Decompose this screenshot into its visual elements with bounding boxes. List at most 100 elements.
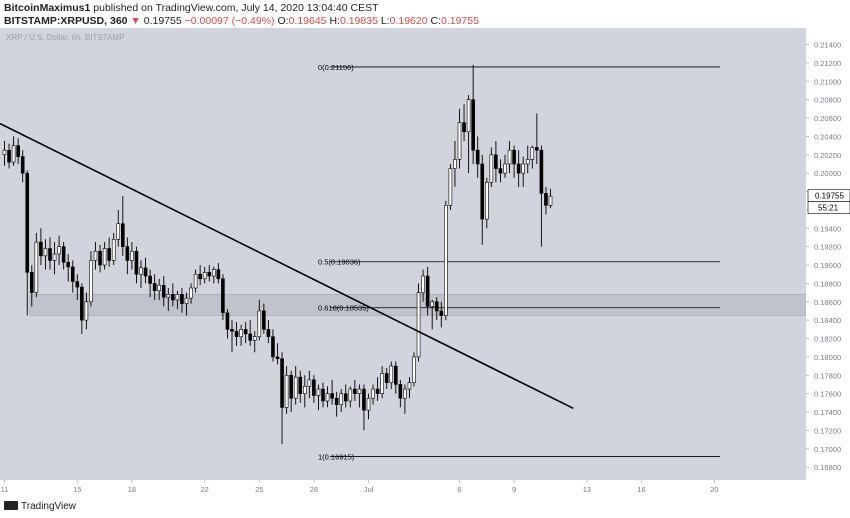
candle-body[interactable] bbox=[457, 122, 462, 160]
candle-body[interactable] bbox=[161, 284, 166, 298]
candle-body[interactable] bbox=[343, 393, 348, 402]
candle-body[interactable] bbox=[166, 294, 171, 298]
candle-body[interactable] bbox=[302, 385, 307, 394]
candle-body[interactable] bbox=[380, 373, 384, 394]
candle-body[interactable] bbox=[280, 358, 284, 408]
candle-body[interactable] bbox=[312, 379, 316, 396]
candle-body[interactable] bbox=[20, 156, 25, 174]
candle-body[interactable] bbox=[216, 269, 221, 280]
candle-body[interactable] bbox=[143, 267, 148, 277]
candle-body[interactable] bbox=[334, 397, 339, 405]
candle-body[interactable] bbox=[198, 273, 202, 280]
candle-body[interactable] bbox=[75, 281, 80, 288]
candle-body[interactable] bbox=[389, 365, 394, 383]
candle-body[interactable] bbox=[516, 163, 521, 174]
candle-body[interactable] bbox=[498, 168, 503, 174]
candle-body[interactable] bbox=[230, 329, 234, 332]
candle-body[interactable] bbox=[366, 397, 371, 411]
candle-body[interactable] bbox=[193, 273, 198, 289]
candle-body[interactable] bbox=[325, 393, 330, 402]
candle-body[interactable] bbox=[221, 278, 225, 314]
candle-body[interactable] bbox=[484, 182, 489, 220]
candle-body[interactable] bbox=[248, 333, 252, 341]
candle-body[interactable] bbox=[102, 248, 107, 266]
candle-body[interactable] bbox=[148, 275, 152, 284]
candle-body[interactable] bbox=[275, 356, 280, 360]
candle-body[interactable] bbox=[384, 373, 389, 383]
chart-plot-area[interactable]: 0(0.21156) 0.5(0.19036) 0.618(0.18535) 1(0.… bbox=[0, 28, 806, 480]
candle-body[interactable] bbox=[157, 284, 161, 292]
candle-body[interactable] bbox=[339, 393, 344, 405]
candle-body[interactable] bbox=[375, 388, 380, 394]
candle-body[interactable] bbox=[111, 239, 116, 261]
candle-body[interactable] bbox=[202, 272, 207, 280]
candle-body[interactable] bbox=[52, 253, 57, 261]
candle-body[interactable] bbox=[130, 250, 134, 261]
candle-body[interactable] bbox=[80, 286, 84, 321]
candle-body[interactable] bbox=[353, 388, 357, 394]
candle-body[interactable] bbox=[393, 365, 398, 385]
candle-body[interactable] bbox=[330, 393, 334, 399]
candle-body[interactable] bbox=[121, 223, 125, 247]
candle-body[interactable] bbox=[494, 154, 498, 169]
candle-body[interactable] bbox=[189, 287, 193, 299]
candle-body[interactable] bbox=[412, 356, 416, 383]
candle-body[interactable] bbox=[321, 388, 325, 402]
candle-body[interactable] bbox=[139, 267, 143, 275]
candle-body[interactable] bbox=[289, 374, 293, 399]
candle-body[interactable] bbox=[207, 272, 212, 277]
candle-body[interactable] bbox=[480, 163, 485, 220]
candle-body[interactable] bbox=[48, 248, 52, 261]
candle-body[interactable] bbox=[403, 388, 407, 399]
candle-body[interactable] bbox=[425, 275, 430, 307]
candle-body[interactable] bbox=[512, 149, 516, 165]
candle-body[interactable] bbox=[316, 388, 321, 396]
candle-body[interactable] bbox=[348, 388, 353, 402]
time-axis[interactable]: 11 15 18 22 25 28 Jul 6 9 13 16 20 bbox=[0, 480, 806, 498]
candle-body[interactable] bbox=[507, 149, 512, 165]
candle-body[interactable] bbox=[444, 205, 448, 316]
candle-body[interactable] bbox=[539, 149, 544, 194]
candle-body[interactable] bbox=[357, 388, 362, 394]
candle-body[interactable] bbox=[462, 122, 466, 133]
candle-body[interactable] bbox=[57, 246, 61, 255]
candle-body[interactable] bbox=[298, 376, 303, 394]
candle-body[interactable] bbox=[471, 99, 475, 151]
candle-body[interactable] bbox=[544, 193, 548, 206]
candle-body[interactable] bbox=[371, 388, 375, 399]
candle-body[interactable] bbox=[266, 329, 271, 337]
candle-body[interactable] bbox=[416, 292, 421, 358]
candle-body[interactable] bbox=[548, 195, 553, 206]
downtrend-line[interactable] bbox=[0, 122, 574, 410]
candle-body[interactable] bbox=[34, 241, 39, 293]
candle-body[interactable] bbox=[252, 336, 257, 341]
candlestick-chart[interactable]: 0(0.21156) 0.5(0.19036) 0.618(0.18535) 1(0.… bbox=[0, 28, 806, 480]
candle-body[interactable] bbox=[66, 261, 70, 268]
candle-body[interactable] bbox=[530, 147, 535, 160]
candle-body[interactable] bbox=[362, 388, 366, 411]
candle-body[interactable] bbox=[7, 149, 11, 163]
candle-body[interactable] bbox=[307, 379, 312, 387]
candle-body[interactable] bbox=[448, 168, 453, 206]
candle-body[interactable] bbox=[61, 246, 66, 263]
candle-body[interactable] bbox=[43, 248, 48, 257]
candle-body[interactable] bbox=[225, 312, 230, 330]
price-axis[interactable]: 0.21400 0.21200 0.21000 0.20800 0.20600 0.204… bbox=[806, 28, 850, 480]
candle-body[interactable] bbox=[125, 246, 130, 261]
candle-body[interactable] bbox=[2, 149, 7, 156]
candle-body[interactable] bbox=[257, 310, 262, 337]
candle-body[interactable] bbox=[407, 382, 412, 390]
candle-body[interactable] bbox=[239, 329, 243, 337]
candle-body[interactable] bbox=[116, 223, 121, 240]
candle-body[interactable] bbox=[521, 163, 526, 174]
candle-body[interactable] bbox=[234, 330, 239, 337]
candle-body[interactable] bbox=[107, 248, 111, 261]
candle-body[interactable] bbox=[284, 374, 289, 408]
candle-body[interactable] bbox=[489, 154, 494, 183]
candle-body[interactable] bbox=[212, 269, 216, 277]
candle-body[interactable] bbox=[11, 145, 16, 163]
candle-body[interactable] bbox=[89, 260, 93, 303]
candle-body[interactable] bbox=[152, 283, 157, 292]
candle-body[interactable] bbox=[29, 272, 34, 293]
candle-body[interactable] bbox=[466, 99, 471, 133]
